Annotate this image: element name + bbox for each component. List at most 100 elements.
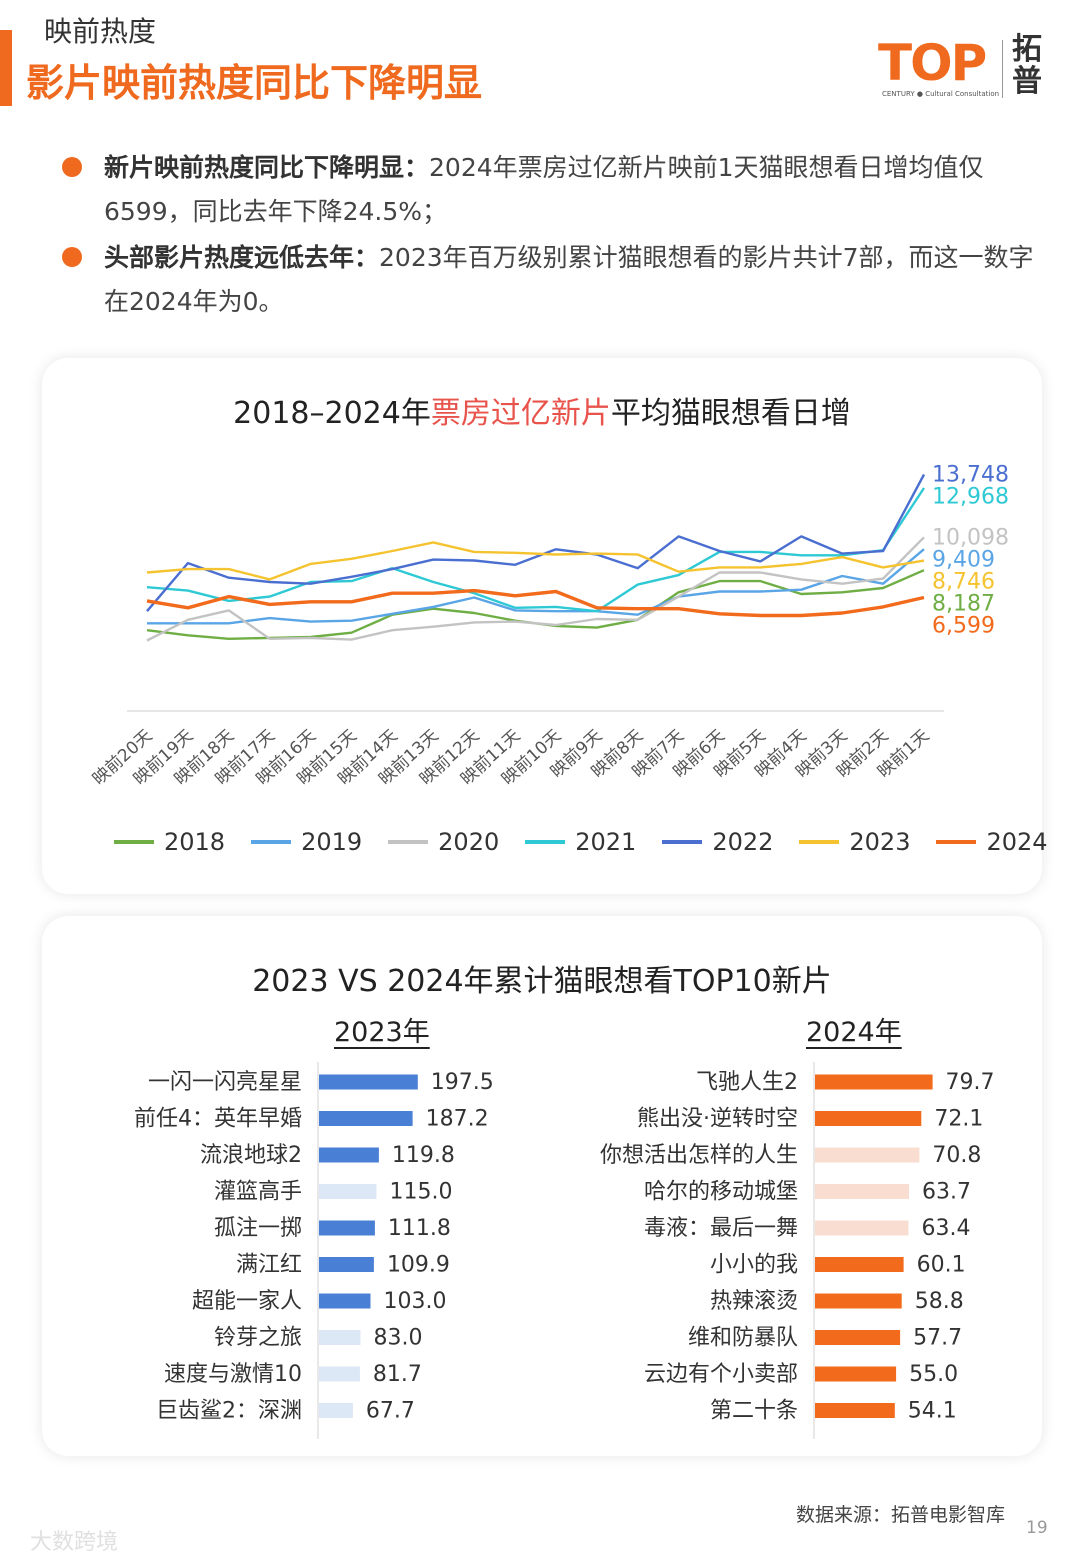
series-line-2019: [147, 548, 925, 625]
bar-category-label: 哈尔的移动城堡: [644, 1180, 798, 1205]
bullet-heading: 头部影片热度远低去年：: [104, 243, 380, 272]
end-value-label: 12,968: [932, 485, 1009, 510]
bar: [319, 1403, 353, 1418]
legend-swatch: [525, 840, 566, 844]
bar-value-label: 103.0: [384, 1289, 447, 1314]
page-headline: 影片映前热度同比下降明显: [26, 61, 483, 105]
bar-value-label: 58.8: [915, 1289, 964, 1314]
legend-label: 2024: [986, 828, 1048, 856]
bar-category-label: 速度与激情10: [164, 1362, 302, 1387]
bar-value-label: 119.8: [392, 1143, 455, 1168]
bar-category-label: 超能一家人: [192, 1289, 302, 1314]
bar-category-label: 铃芽之旅: [214, 1326, 302, 1351]
bar: [815, 1147, 920, 1163]
bar: [319, 1220, 375, 1236]
bar-category-label: 小小的我: [710, 1253, 798, 1278]
bar: [815, 1220, 909, 1236]
bar-value-label: 83.0: [374, 1326, 423, 1351]
bar-category-label: 第二十条: [710, 1399, 798, 1424]
bar-value-label: 197.5: [431, 1070, 494, 1095]
end-value-label: 10,098: [932, 525, 1009, 550]
bar-category-label: 灌篮高手: [214, 1180, 302, 1205]
bar: [319, 1330, 361, 1345]
end-value-label: 8,746: [932, 569, 995, 594]
bar-category-label: 熊出没·逆转时空: [637, 1107, 798, 1132]
bullet-dot-icon: [62, 157, 82, 177]
end-value-label: 8,187: [932, 591, 995, 616]
right-column-title: 2024年: [806, 1017, 902, 1048]
bar-chart-card: 2023 VS 2024年累计猫眼想看TOP10新片 2023年 2024年 一…: [42, 916, 1042, 1456]
legend-label: 2018: [164, 828, 226, 856]
bar-value-label: 63.4: [922, 1216, 971, 1241]
bar-category-label: 前任4：英年早婚: [134, 1107, 302, 1132]
legend-item-2019: 2019: [251, 828, 362, 856]
legend-item-2022: 2022: [662, 828, 773, 856]
legend-label: 2019: [301, 828, 363, 856]
top-logo: TOP CENTURY ● Cultural Consultation 拓普: [878, 34, 1054, 104]
end-value-label: 6,599: [932, 613, 995, 638]
bar: [319, 1184, 377, 1199]
bar: [319, 1111, 413, 1126]
legend-label: 2020: [438, 828, 500, 856]
bar: [319, 1147, 379, 1163]
logo-divider: [1002, 40, 1003, 98]
line-chart-title: 2018–2024年票房过亿新片平均猫眼想看日增: [42, 388, 1042, 432]
legend-item-2024: 2024: [936, 828, 1048, 856]
line-chart-card: 2018–2024年票房过亿新片平均猫眼想看日增 映前20天 映前19天 映前18天…: [42, 358, 1048, 894]
bar-value-label: 60.1: [917, 1253, 966, 1278]
legend-item-2018: 2018: [114, 828, 225, 856]
series-line-2024: [146, 588, 925, 618]
legend-swatch: [251, 840, 292, 844]
line-chart: 映前20天映前19天映前18天映前17天映前16天映前15天映前14天映前13天…: [89, 463, 1009, 790]
bullet-text: 2023年百万级别累计猫眼想看的影片共计7部，而这一数字在2024年为0。: [104, 243, 1034, 316]
data-source: 数据来源：拓普电影智库: [796, 1504, 1006, 1526]
bullet-heading: 新片映前热度同比下降明显：: [104, 153, 430, 182]
end-value-label: 13,748: [932, 463, 1009, 488]
bar: [815, 1330, 901, 1345]
bar-value-label: 187.2: [426, 1107, 489, 1132]
series-line-2022: [146, 473, 926, 612]
bullet-item: 新片映前热度同比下降明显：2024年票房过亿新片映前1天猫眼想看日增均值仅659…: [60, 146, 1040, 234]
bar: [815, 1111, 922, 1126]
bar: [319, 1366, 360, 1382]
bar-chart-title: 2023 VS 2024年累计猫眼想看TOP10新片: [252, 964, 832, 999]
left-column-title: 2023年: [334, 1017, 430, 1048]
watermark-text: 大数跨境: [30, 1530, 119, 1555]
bar-charts: 一闪一闪亮星星 197.5 前任4：英年早婚 187.2 流浪地球2 119.8 灌篮高手 1…: [134, 1062, 995, 1439]
bar: [815, 1074, 933, 1090]
section-label: 映前热度: [44, 15, 157, 48]
bullet-list: 新片映前热度同比下降明显：2024年票房过亿新片映前1天猫眼想看日增均值仅659…: [60, 146, 1040, 326]
bar-category-label: 一闪一闪亮星星: [148, 1070, 302, 1095]
title-part: 平均猫眼想看日增: [610, 396, 851, 431]
bar-category-label: 维和防暴队: [688, 1326, 798, 1351]
bar: [815, 1403, 895, 1418]
legend-label: 2023: [849, 828, 911, 856]
bar: [815, 1293, 902, 1309]
bar-value-label: 111.8: [388, 1216, 451, 1241]
title-highlight: 票房过亿新片: [430, 396, 611, 431]
legend-label: 2022: [712, 828, 774, 856]
bar: [815, 1366, 897, 1382]
bar-value-label: 70.8: [932, 1143, 981, 1168]
bar: [815, 1184, 909, 1199]
logo-subtitle: CENTURY ● Cultural Consultation: [882, 90, 1000, 98]
bar-category-label: 孤注一掷: [214, 1216, 302, 1241]
bar-category-label: 满江红: [236, 1253, 302, 1278]
bullet-dot-icon: [62, 247, 82, 267]
legend-item-2020: 2020: [388, 828, 499, 856]
bar: [319, 1257, 374, 1272]
bar-value-label: 115.0: [390, 1180, 453, 1205]
legend-swatch: [114, 840, 154, 844]
bar-value-label: 63.7: [922, 1180, 971, 1205]
series-line-2020: [146, 536, 925, 642]
bar-category-label: 飞驰人生2: [696, 1070, 798, 1095]
legend-swatch: [388, 840, 429, 844]
bar: [319, 1074, 418, 1090]
bar-category-label: 你想活出怎样的人生: [600, 1143, 798, 1168]
bar-value-label: 109.9: [387, 1253, 450, 1278]
bullet-item: 头部影片热度远低去年：2023年百万级别累计猫眼想看的影片共计7部，而这一数字在…: [60, 236, 1040, 324]
accent-bar: [0, 30, 12, 106]
bar-value-label: 67.7: [366, 1399, 415, 1424]
bar-category-label: 巨齿鲨2：深渊: [156, 1399, 302, 1424]
series-line-2023: [146, 541, 925, 581]
